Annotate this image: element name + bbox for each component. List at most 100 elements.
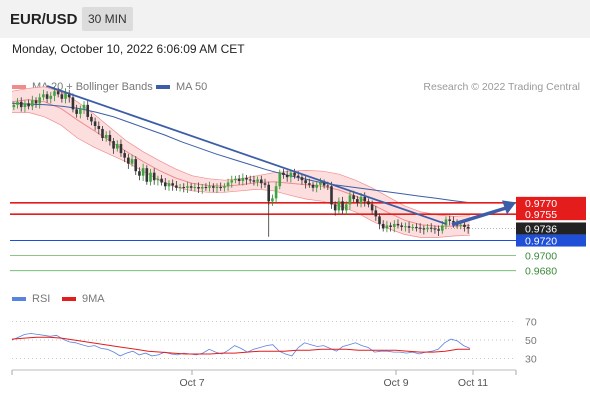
candle-body (426, 227, 429, 230)
candle-body (466, 226, 470, 229)
candle-body (459, 224, 463, 226)
legend-ma50-label: MA 50 (176, 81, 208, 93)
candle-body (82, 104, 86, 109)
candle-body (400, 225, 403, 227)
candle-body (381, 223, 385, 229)
candle-body (104, 135, 108, 139)
candle-body (248, 179, 252, 181)
candle-body (260, 179, 263, 184)
candle-body (274, 186, 278, 199)
candle-body (38, 97, 42, 104)
legend-bollinger-label: MA 20 + Bollinger Bands (32, 81, 153, 93)
candle-body (341, 201, 344, 211)
candle-body (189, 186, 193, 188)
target-price-label: 0.9680 (525, 266, 557, 278)
candle-body (278, 172, 282, 187)
candle-body (60, 94, 64, 99)
candle-body (130, 159, 134, 164)
candle-body (444, 219, 448, 226)
candle-body (156, 178, 160, 181)
rsi-ma-line (11, 336, 470, 355)
legend-rsi-label: RSI (32, 293, 51, 305)
candle-body (367, 201, 370, 205)
candle-body (370, 204, 374, 211)
time-axis-label: Oct 11 (458, 377, 488, 389)
candle-body (219, 187, 222, 189)
candle-body (237, 178, 241, 181)
candle-body (152, 172, 156, 181)
candle-body (145, 168, 149, 182)
candle-body (67, 92, 71, 98)
candle-body (90, 116, 93, 122)
resistance-price-label-box (516, 196, 586, 209)
candle-body (389, 225, 392, 227)
current-price-label-box (516, 222, 586, 235)
candle-body (440, 225, 444, 231)
candle-body (16, 101, 19, 105)
candles-group (12, 86, 470, 237)
current-price-label: 0.9736 (525, 223, 557, 235)
candle-body (108, 135, 112, 142)
candle-body (415, 226, 418, 228)
candle-body (296, 175, 300, 178)
rsi-tick-label: 30 (525, 354, 537, 366)
candle-body (215, 187, 219, 189)
candle-body (211, 186, 215, 188)
candle-body (163, 182, 167, 187)
candle-body (134, 159, 138, 172)
candle-body (27, 103, 30, 107)
support-price-label-box (516, 234, 586, 247)
bollinger-swatch (12, 85, 26, 90)
candle-body (392, 223, 396, 227)
candle-body (282, 172, 285, 175)
candle-body (245, 177, 248, 180)
candle-body (285, 174, 289, 178)
resistance-price-label-box (516, 208, 586, 221)
timeframe-badge[interactable]: 30 MIN (82, 7, 133, 31)
candle-body (49, 95, 53, 99)
candle-body (378, 216, 381, 224)
candle-body (404, 226, 407, 228)
rsi-tick-label: 70 (525, 316, 537, 328)
candle-body (330, 186, 333, 205)
candle-body (263, 183, 267, 185)
candle-body (422, 228, 426, 230)
candle-body (437, 229, 440, 231)
time-axis-label: Oct 9 (383, 377, 408, 389)
candle-body (374, 210, 378, 217)
candle-body (53, 91, 56, 96)
candle-body (123, 153, 126, 158)
resistance-price-label: 0.9770 (525, 198, 557, 210)
candle-body (433, 228, 437, 230)
candle-body (182, 187, 186, 189)
candle-body (141, 168, 145, 176)
candle-body (315, 184, 319, 188)
candle-body (149, 172, 152, 182)
candle-body (71, 97, 75, 110)
candle-body (326, 185, 330, 187)
candle-body (93, 121, 97, 126)
candle-body (411, 226, 415, 228)
candle-body (23, 103, 27, 108)
candle-body (230, 180, 234, 183)
candle-body (186, 186, 189, 188)
candle-body (97, 125, 101, 129)
candle-body (356, 199, 359, 203)
candle-body (344, 204, 348, 211)
candle-body (19, 101, 23, 108)
candle-body (337, 201, 341, 211)
candle-body (204, 187, 208, 189)
candle-body (56, 91, 60, 95)
candle-body (42, 94, 45, 98)
candle-body (160, 178, 163, 183)
legend-ma50: MA 50 (156, 80, 207, 94)
instrument-title: EUR/USD (10, 11, 78, 28)
candle-body (256, 179, 259, 182)
candle-body (115, 144, 119, 149)
candle-body (171, 183, 174, 186)
rsi-swatch (12, 297, 26, 302)
candle-body (304, 180, 307, 184)
forecast-arrow-head (502, 200, 516, 215)
candle-body (289, 172, 293, 178)
candle-body (452, 220, 455, 223)
